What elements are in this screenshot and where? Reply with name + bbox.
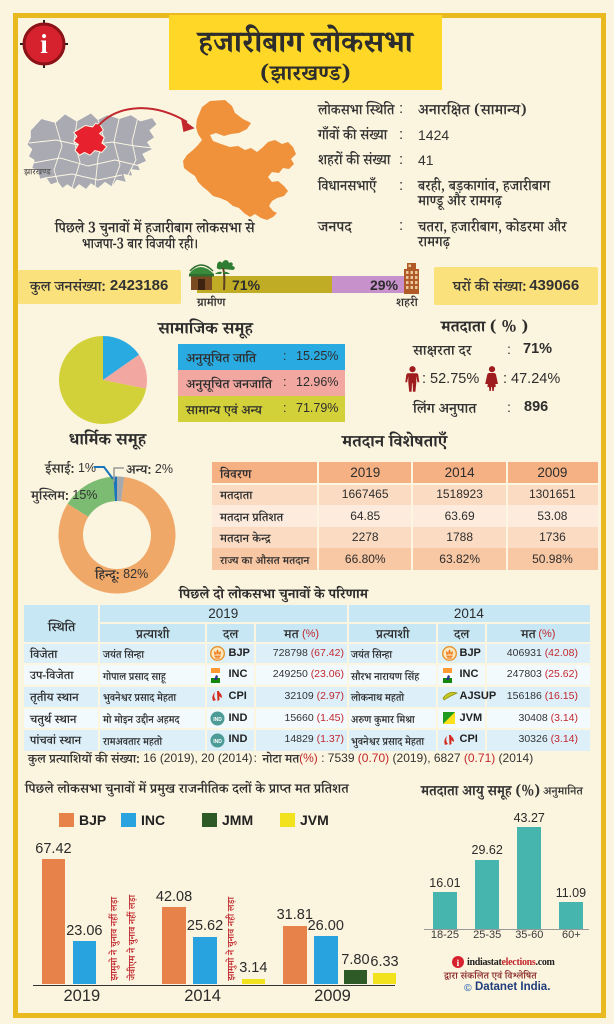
svg-text:IND: IND (213, 739, 222, 745)
svg-text:IND: IND (213, 717, 222, 723)
svg-text:i: i (457, 959, 460, 969)
svg-text:i: i (40, 29, 48, 59)
